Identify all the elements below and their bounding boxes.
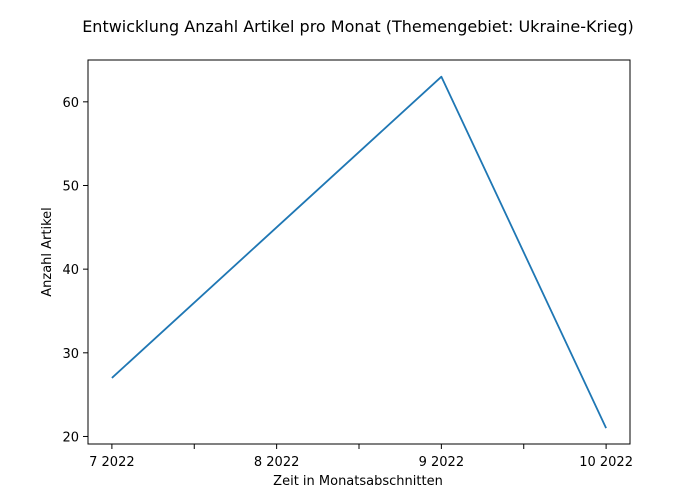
- x-tick-label: 7 2022: [89, 455, 135, 470]
- y-axis: 20 30 40 50 60: [62, 96, 88, 445]
- x-axis-label: Zeit in Monatsabschnitten: [273, 474, 443, 489]
- y-tick-label: 50: [62, 179, 79, 194]
- x-tick-label: 8 2022: [254, 455, 300, 470]
- y-tick-label: 60: [62, 96, 79, 111]
- y-tick-label: 30: [62, 347, 79, 362]
- series-line-1: [111, 75, 607, 429]
- y-tick-label: 40: [62, 263, 79, 278]
- x-tick-label: 10 2022: [579, 455, 633, 470]
- y-tick-label: 20: [62, 430, 79, 445]
- chart-title: Entwicklung Anzahl Artikel pro Monat (Th…: [82, 17, 634, 36]
- y-axis-label: Anzahl Artikel: [40, 207, 55, 297]
- x-axis: 7 2022 8 2022 9 2022 10 2022: [89, 444, 633, 470]
- x-tick-label: 9 2022: [419, 455, 465, 470]
- plot-area: [111, 75, 607, 429]
- plot-frame: [87, 59, 631, 445]
